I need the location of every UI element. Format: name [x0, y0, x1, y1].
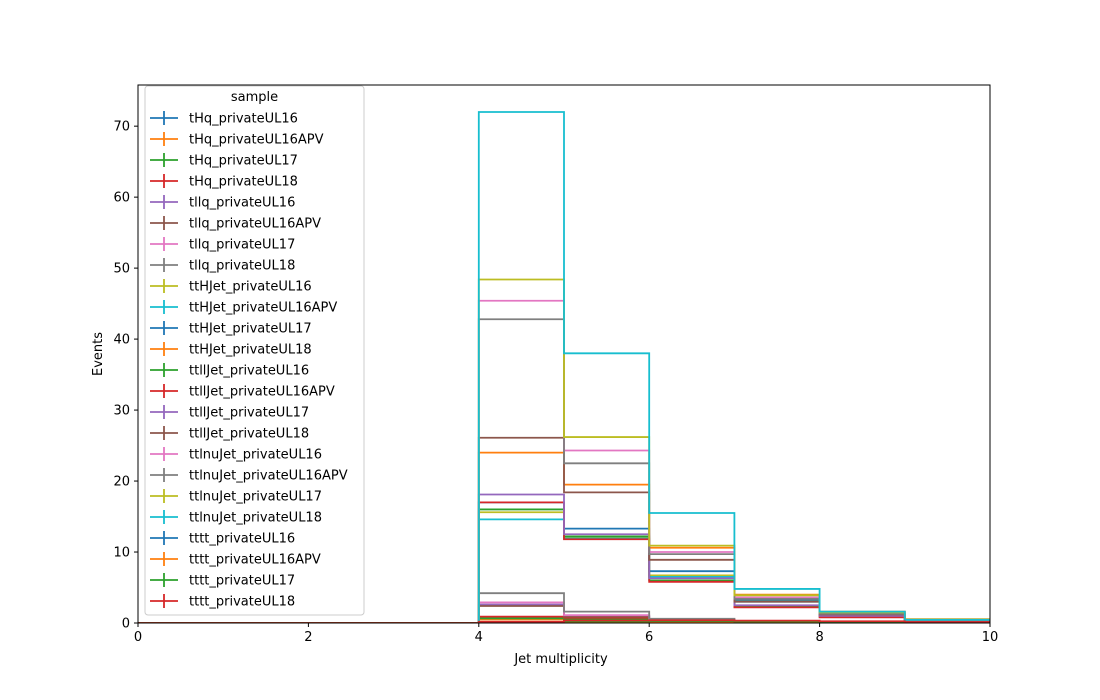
x-axis-label: Jet multiplicity [513, 652, 608, 667]
x-tick-label: 10 [982, 630, 999, 645]
legend-entry: ttHJet_privateUL17 [150, 321, 312, 337]
legend-label: ttlnuJet_privateUL17 [189, 490, 322, 505]
legend-label: tllq_privateUL16 [189, 196, 295, 211]
legend-entry: ttlnuJet_privateUL16 [150, 447, 322, 463]
legend-entry: tllq_privateUL18 [150, 258, 295, 274]
legend-label: tttt_privateUL17 [189, 574, 295, 589]
legend: sample tHq_privateUL16 tHq_privateUL16APVt… [144, 85, 365, 616]
legend-entry: tttt_privateUL18 [150, 594, 295, 610]
legend-label: ttllJet_privateUL16APV [189, 385, 335, 400]
legend-title: sample [231, 90, 278, 105]
legend-entry: tHq_privateUL16APV [150, 132, 324, 148]
y-tick-label: 50 [113, 262, 130, 277]
x-tick-label: 8 [815, 630, 823, 645]
legend-label: ttHJet_privateUL17 [189, 322, 312, 337]
legend-label: tHq_privateUL16APV [189, 133, 324, 148]
legend-entry: ttllJet_privateUL17 [150, 405, 309, 421]
y-tick-label: 60 [113, 191, 130, 206]
legend-entry: tllq_privateUL16 [150, 195, 295, 211]
legend-entry: tllq_privateUL16APV [150, 216, 321, 232]
legend-entry: ttHJet_privateUL16APV [150, 300, 337, 316]
legend-label: ttllJet_privateUL16 [189, 364, 309, 379]
y-tick-label: 10 [113, 546, 130, 561]
x-tick-label: 2 [304, 630, 312, 645]
legend-label: tHq_privateUL16 [189, 112, 298, 127]
legend-entry: ttHJet_privateUL16 [150, 279, 312, 295]
legend-entry: ttlnuJet_privateUL16APV [150, 468, 348, 484]
legend-entry: tttt_privateUL16 [150, 531, 295, 547]
legend-entry: ttllJet_privateUL16 [150, 363, 309, 379]
y-tick-label: 20 [113, 475, 130, 490]
series-step-line-ttlnuJet_privateUL18 [138, 111, 990, 623]
x-tick-label: 4 [475, 630, 483, 645]
y-tick-label: 40 [113, 333, 130, 348]
plot-area [138, 111, 990, 623]
legend-label: tHq_privateUL18 [189, 175, 298, 190]
legend-entry: tHq_privateUL18 [150, 174, 298, 190]
legend-label: ttlnuJet_privateUL16APV [189, 469, 348, 484]
legend-label: tttt_privateUL18 [189, 595, 295, 610]
legend-entry: ttlnuJet_privateUL17 [150, 489, 322, 505]
legend-label: tHq_privateUL17 [189, 154, 298, 169]
legend-entry: ttHJet_privateUL18 [150, 342, 312, 358]
legend-label: ttllJet_privateUL18 [189, 427, 309, 442]
legend-label: ttllJet_privateUL17 [189, 406, 309, 421]
legend-entry: ttllJet_privateUL18 [150, 426, 309, 442]
series-step-line-tttt_privateUL18 [138, 619, 990, 623]
legend-label: ttHJet_privateUL16APV [189, 301, 337, 316]
legend-label: tllq_privateUL18 [189, 259, 295, 274]
x-tick-label: 0 [134, 630, 142, 645]
legend-entry: tttt_privateUL16APV [150, 552, 321, 568]
legend-entry: tHq_privateUL17 [150, 153, 298, 169]
legend-label: tllq_privateUL16APV [189, 217, 321, 232]
legend-label: ttHJet_privateUL18 [189, 343, 312, 358]
y-axis-label: Events [91, 332, 106, 376]
axes: 0 2 4 6 8 10 0 10 20 30 40 50 60 70 [113, 84, 999, 645]
legend-box [144, 85, 365, 616]
legend-entry: tHq_privateUL16 [150, 111, 298, 127]
y-tick-label: 30 [113, 404, 130, 419]
legend-label: ttlnuJet_privateUL16 [189, 448, 322, 463]
legend-label: ttHJet_privateUL16 [189, 280, 312, 295]
legend-entry: ttllJet_privateUL16APV [150, 384, 335, 400]
legend-label: ttlnuJet_privateUL18 [189, 511, 322, 526]
legend-label: tllq_privateUL17 [189, 238, 295, 253]
legend-label: tttt_privateUL16APV [189, 553, 321, 568]
legend-entry: tttt_privateUL17 [150, 573, 295, 589]
y-tick-label: 70 [113, 120, 130, 135]
legend-label: tttt_privateUL16 [189, 532, 295, 547]
axes-frame [137, 84, 991, 624]
legend-entry: tllq_privateUL17 [150, 237, 295, 253]
y-tick-label: 0 [122, 617, 130, 632]
x-tick-label: 6 [645, 630, 653, 645]
legend-entry: ttlnuJet_privateUL18 [150, 510, 322, 526]
